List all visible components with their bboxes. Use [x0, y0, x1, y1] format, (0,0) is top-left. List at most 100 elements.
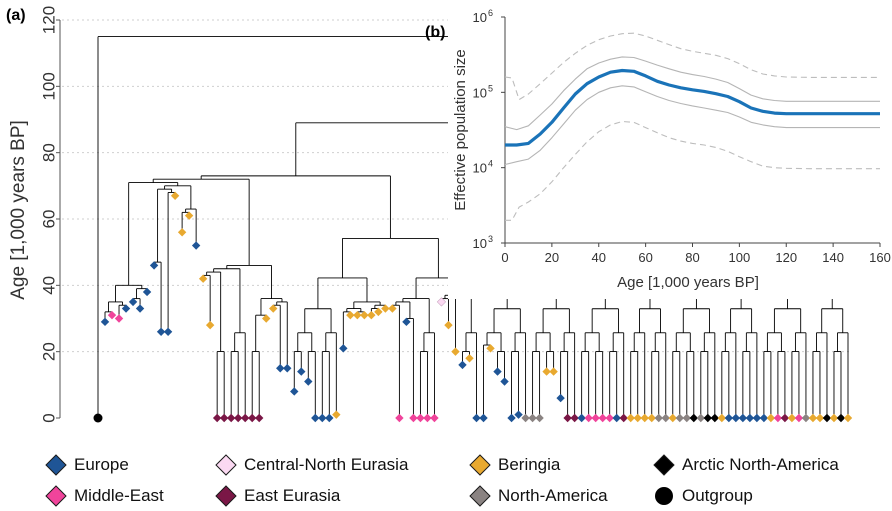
inset-x-tick-label: 0	[501, 250, 508, 265]
tip-europe	[191, 241, 201, 250]
inset-y-tick-label: 10	[473, 161, 487, 176]
tip-beringia	[198, 274, 208, 283]
legend-item-middle-east: Middle-East	[44, 483, 164, 509]
tip-beringia	[465, 354, 474, 363]
tip-beringia	[332, 410, 341, 419]
tip-east-eurasia	[248, 413, 257, 423]
tip-east-eurasia	[233, 413, 243, 423]
tip-beringia	[808, 413, 818, 423]
legend-item-europe: Europe	[44, 452, 129, 478]
legend-item-central-north-eurasia: Central-North Eurasia	[214, 452, 408, 478]
tree-y-tick-label: 40	[39, 276, 58, 295]
tree-y-tick-label: 20	[39, 342, 58, 361]
legend-item-beringia: Beringia	[468, 452, 560, 478]
tip-europe	[500, 377, 509, 386]
tip-middle-east	[794, 413, 804, 423]
tip-middle-east	[409, 413, 418, 423]
tip-east-eurasia	[240, 413, 250, 423]
tip-east-eurasia	[563, 413, 572, 423]
tip-beringia	[787, 413, 797, 423]
series-inner-upper	[504, 56, 880, 131]
tip-middle-east	[114, 314, 124, 323]
inset-x-tick-label: 120	[775, 250, 797, 265]
legend-marker-beringia	[468, 453, 492, 477]
tip-middle-east	[423, 413, 432, 423]
legend-marker-north-america	[468, 484, 492, 508]
tip-beringia	[829, 413, 839, 423]
tip-outgroup	[93, 413, 103, 423]
tip-beringia	[346, 310, 355, 320]
legend-label-middle-east: Middle-East	[74, 486, 164, 505]
tip-europe	[738, 413, 748, 423]
inset-x-tick-label: 160	[869, 250, 891, 265]
legend-marker-outgroup	[652, 484, 676, 508]
tip-europe	[577, 413, 586, 423]
inset-y-tick-exponent: 3	[488, 234, 493, 244]
phylogenetic-tree	[97, 36, 849, 418]
tree-y-tick-label: 80	[39, 143, 58, 162]
legend-item-arctic-north-america: Arctic North-America	[652, 452, 839, 478]
tip-europe	[731, 413, 741, 423]
inset-x-tick-label: 20	[545, 250, 559, 265]
tip-europe	[100, 317, 110, 327]
series-outer-lower	[505, 120, 880, 221]
tip-beringia	[367, 310, 376, 320]
tip-europe	[507, 413, 516, 423]
tip-beringia	[184, 211, 194, 220]
tip-middle-east	[598, 413, 607, 423]
tip-beringia	[549, 367, 558, 376]
tree-y-tick-label: 100	[39, 72, 58, 100]
tip-north-america	[661, 413, 670, 423]
inset-y-tick-exponent: 5	[488, 83, 493, 93]
tree-y-tick-label: 0	[39, 413, 58, 422]
tip-arctic-north-america	[836, 413, 846, 423]
tip-beringia	[766, 413, 776, 423]
legend-label-north-america: North-America	[498, 486, 608, 505]
inset-y-tick-label: 10	[473, 85, 487, 100]
tree-y-tick-label: 120	[39, 6, 58, 34]
tip-europe	[304, 377, 313, 386]
tip-europe	[612, 413, 621, 423]
panel-b-label: (b)	[425, 24, 445, 41]
tip-europe	[290, 387, 299, 396]
tip-europe	[556, 393, 565, 403]
tip-beringia	[269, 304, 278, 313]
tree-y-tick-label: 60	[39, 210, 58, 229]
tip-north-america	[654, 413, 663, 423]
tip-europe	[283, 364, 292, 373]
series-median	[505, 68, 880, 147]
tip-middle-east	[416, 413, 425, 423]
legend-label-outgroup: Outgroup	[682, 486, 753, 505]
tip-middle-east	[605, 413, 614, 423]
tip-europe	[479, 413, 488, 423]
tree-tips	[93, 191, 853, 423]
effective-population-size-plot: 10 310 410 510 60 20 40 60 80 100 120 140 160	[473, 8, 891, 265]
legend: Europe Central-North Eurasia Beringia Ar…	[0, 446, 892, 511]
tip-europe	[128, 297, 138, 307]
tip-north-america	[675, 413, 684, 423]
tip-east-eurasia	[619, 413, 628, 423]
series-outer-upper	[504, 32, 880, 101]
tip-europe	[325, 413, 334, 423]
diamond-icon	[45, 485, 67, 507]
tip-beringia	[177, 228, 187, 237]
inset-x-tick-label: 40	[592, 250, 606, 265]
tip-middle-east	[430, 413, 439, 423]
diamond-icon	[653, 454, 675, 476]
inset-x-tick-label: 100	[729, 250, 751, 265]
tip-beringia	[360, 310, 369, 320]
tip-europe	[149, 261, 159, 270]
tip-europe	[514, 410, 523, 419]
diamond-icon	[215, 485, 237, 507]
legend-label-central-north-eurasia: Central-North Eurasia	[244, 455, 409, 474]
tip-europe	[402, 317, 411, 327]
tip-beringia	[205, 320, 215, 330]
tip-beringia	[542, 367, 551, 376]
legend-marker-central-north-eurasia	[214, 453, 238, 477]
diamond-icon	[45, 454, 67, 476]
tip-beringia	[843, 413, 853, 423]
legend-item-outgroup: Outgroup	[652, 483, 753, 509]
legend-marker-east-eurasia	[214, 484, 238, 508]
inset-x-tick-label: 80	[685, 250, 699, 265]
tip-east-eurasia	[219, 413, 229, 423]
